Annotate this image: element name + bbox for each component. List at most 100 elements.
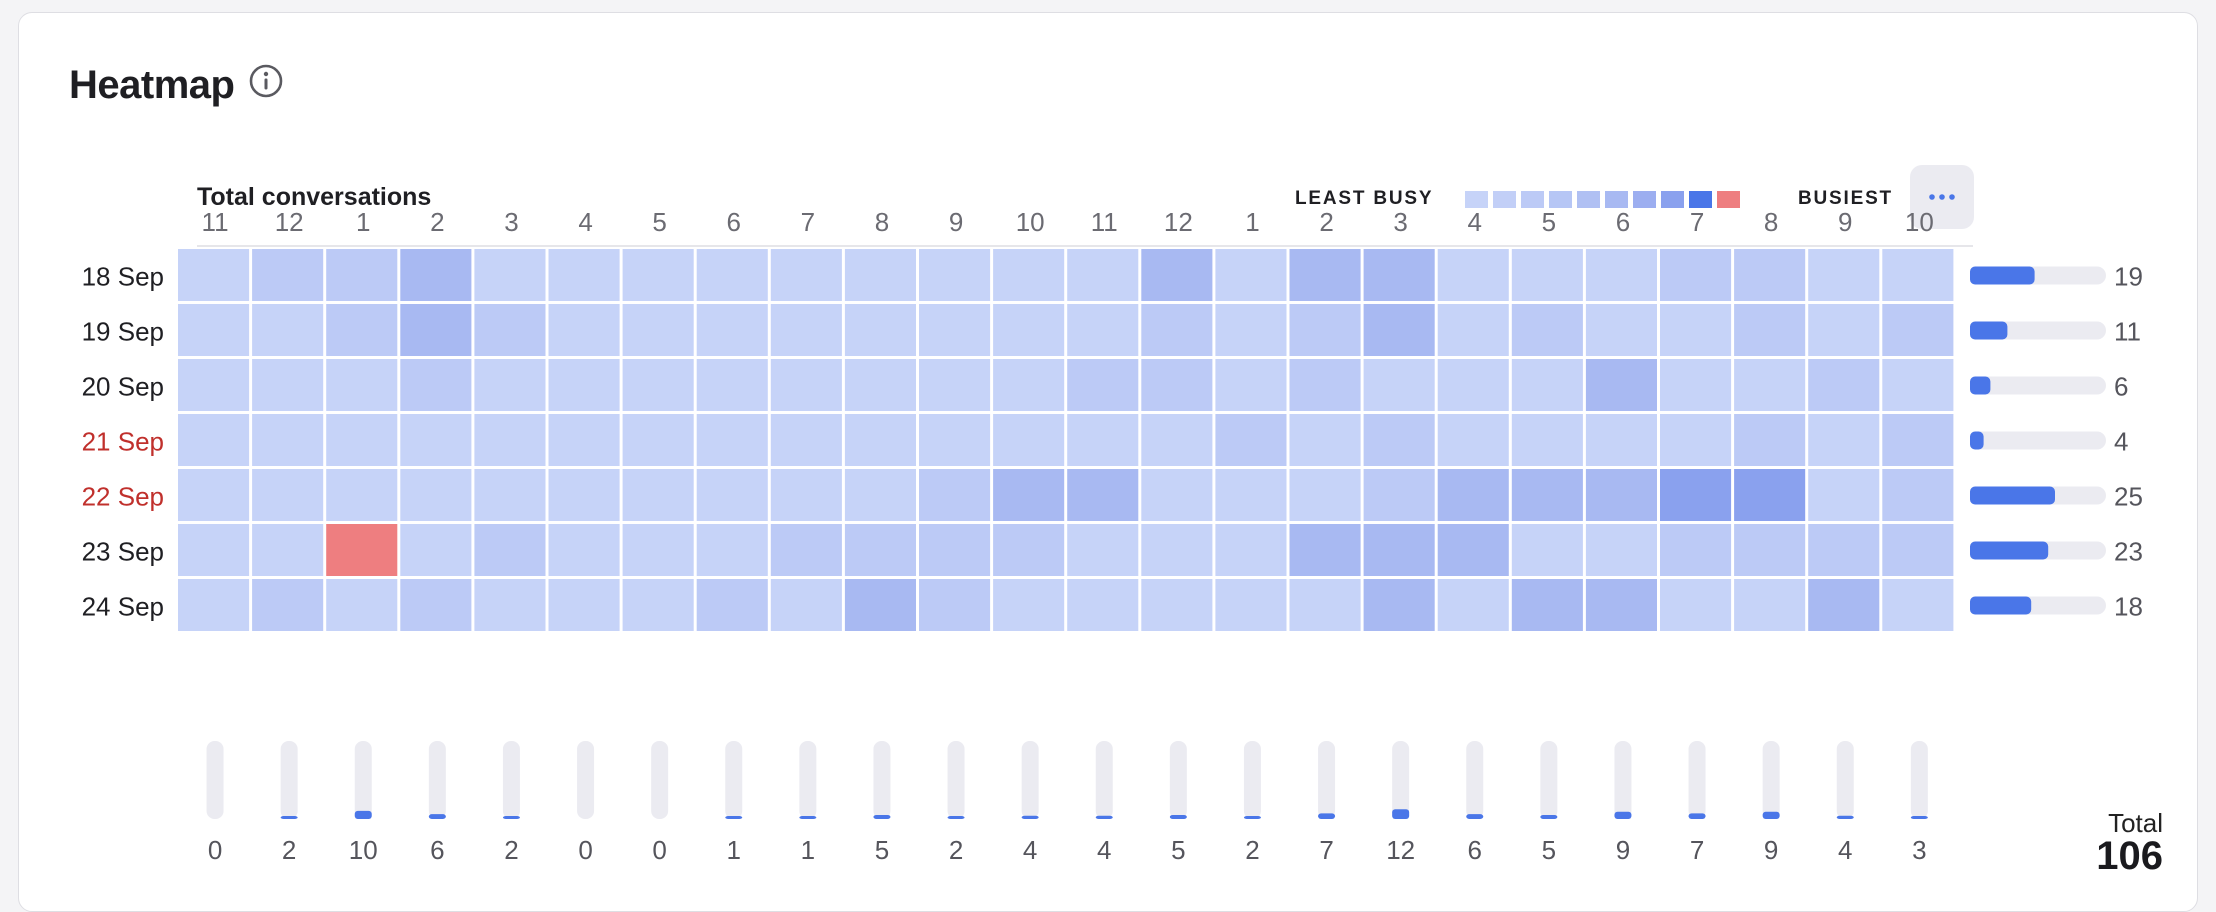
heatmap-cell (1289, 579, 1361, 631)
heatmap-cell (1511, 414, 1583, 466)
heatmap-cell (1660, 414, 1732, 466)
heatmap-cell (993, 414, 1065, 466)
heatmap-cell (178, 249, 250, 301)
heatmap-cell (1215, 579, 1287, 631)
column-total-value: 5 (1542, 835, 1556, 865)
heatmap-cell (1363, 579, 1435, 631)
row-total-bar (1970, 596, 2032, 615)
heatmap-cell (1734, 579, 1806, 631)
heatmap-cell (1734, 304, 1806, 356)
heatmap-cell (1808, 414, 1880, 466)
hour-label-number: 2 (430, 207, 444, 237)
column-total-value: 0 (578, 835, 592, 865)
hour-label-number: 1 (1245, 207, 1259, 237)
heatmap-cell (326, 414, 398, 466)
column-total-bar (1466, 814, 1484, 819)
column-total-bar (1910, 816, 1928, 819)
legend-swatch-9 (1689, 191, 1712, 208)
column-total-bar (1095, 815, 1113, 819)
heatmap-cell (919, 469, 991, 521)
column-total-value: 7 (1319, 835, 1333, 865)
column-total-value: 10 (349, 835, 378, 865)
heatmap-cell (400, 304, 472, 356)
hour-label-number: 2 (1319, 207, 1333, 237)
heatmap-cell (1363, 249, 1435, 301)
column-total-track (1466, 741, 1484, 819)
heatmap-cell (400, 469, 472, 521)
heatmap-cell (993, 249, 1065, 301)
hour-label-number: 5 (1542, 207, 1556, 237)
total-label: Total (2108, 808, 2163, 838)
column-total-track (1169, 741, 1187, 819)
heatmap-cell (474, 359, 546, 411)
column-total-bar (1762, 811, 1780, 819)
row-total-value: 4 (2114, 427, 2128, 457)
more-options-button[interactable] (1910, 165, 1974, 229)
legend-least-busy-label: LEAST BUSY (1295, 188, 1434, 209)
heatmap-cell (1660, 304, 1732, 356)
heatmap-cell (1734, 249, 1806, 301)
card-title: Heatmap (69, 63, 235, 107)
heatmap-cell (770, 249, 842, 301)
hour-label-number: 7 (1690, 207, 1704, 237)
column-total-track (725, 741, 743, 819)
heatmap-cell (1808, 249, 1880, 301)
heatmap-cell (1067, 359, 1139, 411)
column-total-bar (1392, 809, 1410, 819)
heatmap-cell (326, 524, 398, 576)
column-total-track (1392, 741, 1410, 819)
heatmap-cell (1289, 524, 1361, 576)
column-total-value: 2 (504, 835, 518, 865)
column-total-track (1540, 741, 1558, 819)
row-total-value: 18 (2114, 592, 2143, 622)
heatmap-cell (178, 414, 250, 466)
total-value: 106 (2096, 834, 2163, 878)
heatmap-cell (548, 304, 620, 356)
heatmap-cell (622, 249, 694, 301)
heatmap-cell (1215, 359, 1287, 411)
heatmap-cell (1882, 524, 1954, 576)
heatmap-cell (548, 579, 620, 631)
row-total-value: 25 (2114, 482, 2143, 512)
heatmap-cell (622, 524, 694, 576)
info-circle-icon[interactable] (248, 63, 284, 99)
heatmap-cell (844, 414, 916, 466)
column-total-value: 1 (727, 835, 741, 865)
heatmap-cell (1511, 359, 1583, 411)
column-total-bar (354, 810, 372, 819)
heatmap-cell (1067, 414, 1139, 466)
heatmap-cell (919, 579, 991, 631)
day-label: 22 Sep (82, 482, 164, 512)
column-total-track (1762, 741, 1780, 819)
heatmap-cell (993, 304, 1065, 356)
heatmap-cell (1585, 469, 1657, 521)
column-total-track (799, 741, 817, 819)
heatmap-cell (844, 249, 916, 301)
heatmap-cell (1067, 524, 1139, 576)
heatmap-cell (548, 469, 620, 521)
heatmap-cell (1734, 524, 1806, 576)
heatmap-cell (1363, 469, 1435, 521)
heatmap-cell (1437, 524, 1509, 576)
row-total-bar (1970, 321, 2008, 340)
legend-scale (1465, 191, 1740, 208)
hour-label-number: 11 (1091, 207, 1118, 237)
heatmap-cell (1882, 579, 1954, 631)
heatmap-cell (1289, 359, 1361, 411)
heatmap-cell (1585, 524, 1657, 576)
heatmap-cell (1511, 579, 1583, 631)
heatmap-cell (400, 524, 472, 576)
heatmap-cell (770, 524, 842, 576)
heatmap-cell (1660, 524, 1732, 576)
column-total-value: 2 (949, 835, 963, 865)
heatmap-cell (993, 359, 1065, 411)
heatmap-cell (1215, 414, 1287, 466)
heatmap-cell (178, 304, 250, 356)
heatmap-cell (548, 524, 620, 576)
heatmap-cell (326, 359, 398, 411)
heatmap-cell (474, 414, 546, 466)
heatmap-cell (400, 414, 472, 466)
heatmap-cell (1660, 249, 1732, 301)
heatmap-cell (400, 579, 472, 631)
hour-label-number: 12 (1164, 207, 1193, 237)
